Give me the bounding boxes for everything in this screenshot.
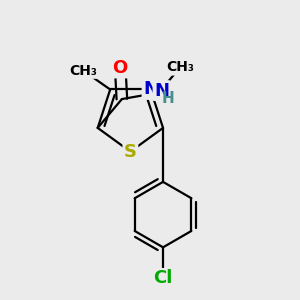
Text: O: O — [112, 59, 128, 77]
Text: CH₃: CH₃ — [69, 64, 97, 78]
Text: H: H — [162, 91, 175, 106]
Text: Cl: Cl — [153, 269, 173, 287]
Text: S: S — [124, 142, 137, 160]
Text: N: N — [154, 82, 169, 100]
Text: CH₃: CH₃ — [166, 61, 194, 74]
Text: N: N — [143, 80, 158, 98]
